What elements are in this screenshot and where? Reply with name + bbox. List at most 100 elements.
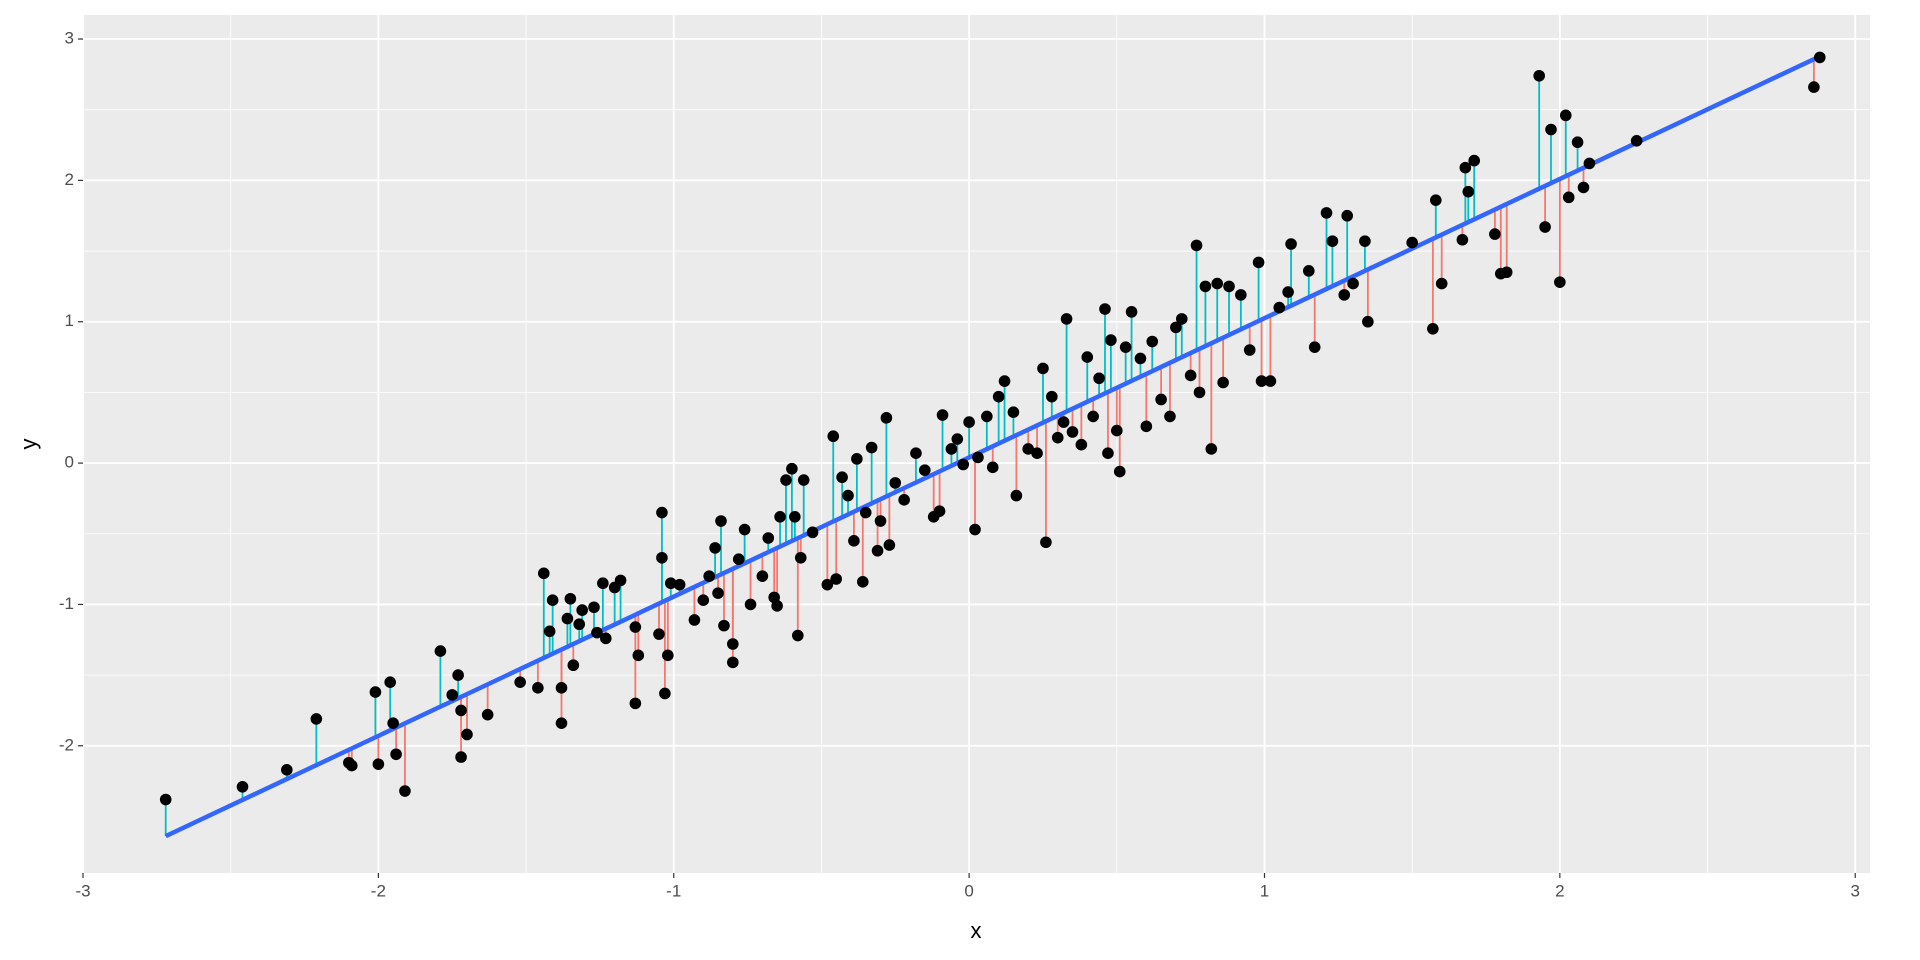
x-tick-label: -1 [666,881,681,900]
point [848,535,860,547]
point [662,649,674,662]
point [1813,51,1826,64]
point [919,464,931,476]
point [369,686,382,698]
point [1406,236,1418,249]
point [1217,376,1229,389]
point [1007,406,1020,418]
point [659,687,671,700]
y-tick-label: -1 [59,594,74,613]
point [532,682,544,694]
point [703,570,715,582]
point [1500,266,1513,279]
point [1193,386,1206,399]
point [771,600,783,612]
point [567,659,580,672]
point [880,412,893,424]
point [1057,416,1070,428]
point [792,629,804,642]
point [555,682,568,694]
point [1347,277,1359,290]
point [1066,426,1079,438]
point [1243,344,1256,356]
point [673,578,686,591]
point [597,577,609,590]
point [455,751,467,763]
point [1031,447,1043,459]
point [1362,315,1374,328]
point [1099,303,1111,315]
point [1630,135,1643,147]
point [345,759,358,772]
point [653,628,665,640]
point [1205,443,1218,455]
point [715,515,727,527]
point [555,717,568,729]
point [1468,154,1481,167]
x-tick-label: -3 [75,881,90,900]
point [859,506,872,519]
point [1264,375,1277,387]
point [656,551,668,564]
point [1359,235,1371,247]
point [1125,306,1138,318]
point [883,539,896,551]
point [842,489,854,502]
point [1223,280,1235,293]
point [387,717,399,729]
point [1155,393,1167,406]
point [986,461,999,474]
x-tick-label: 3 [1850,881,1859,900]
point [697,594,710,606]
point [1459,161,1472,174]
point [936,409,949,421]
point [998,375,1011,387]
point [632,649,645,662]
point [830,573,842,585]
point [871,544,884,557]
point [933,505,946,517]
x-axis-title: x [971,918,982,943]
point [1235,289,1247,301]
panel [83,15,1870,873]
point [1456,233,1469,246]
point [281,764,293,776]
point [851,453,863,465]
point [1111,424,1123,437]
point [1081,351,1094,363]
point [732,553,745,566]
point [1199,280,1212,293]
point [1554,276,1566,288]
point [1435,277,1448,290]
point [1164,410,1176,423]
point [664,577,677,590]
point [786,462,798,475]
point [969,523,981,536]
point [780,474,792,486]
y-tick-label: -2 [59,735,74,754]
point [1113,465,1126,478]
point [1533,69,1545,82]
grid: -3 -2 -1 0 1 2 3 -2 -1 0 1 2 3 [59,15,1870,900]
point [1060,313,1073,325]
y-axis-title: y [16,439,41,450]
point [718,619,730,632]
point [1010,489,1023,502]
point [821,578,834,591]
point [865,441,878,454]
point [762,532,775,544]
point [1184,369,1197,382]
point [1571,136,1584,149]
point [1562,191,1575,204]
point [446,689,459,701]
point [1170,321,1182,334]
point [1545,123,1557,136]
point [688,614,701,626]
point [1282,286,1294,298]
point [709,542,721,554]
point [399,785,411,797]
point [1190,239,1203,252]
point [712,587,724,599]
point [159,793,172,806]
